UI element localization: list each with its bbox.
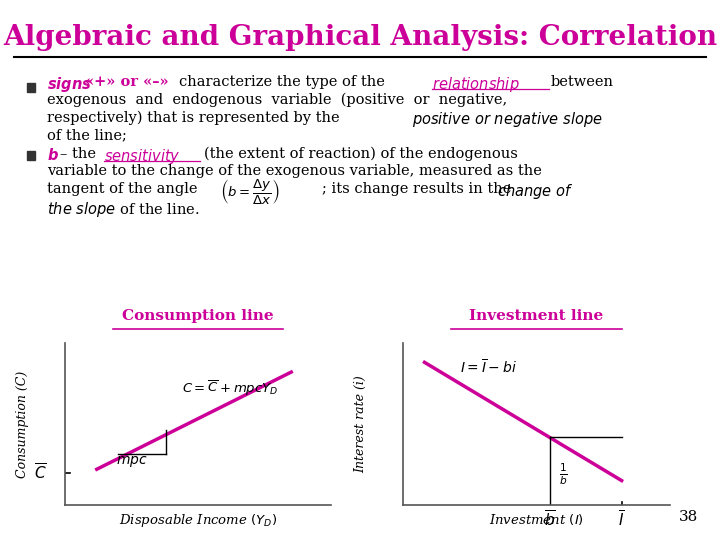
Text: – the: – the <box>60 147 96 161</box>
Text: $\overline{b}$: $\overline{b}$ <box>544 509 556 530</box>
Text: between: between <box>551 75 613 89</box>
Text: 38: 38 <box>679 510 698 524</box>
Text: $\it{positive\ or\ negative\ slope}$: $\it{positive\ or\ negative\ slope}$ <box>412 110 603 129</box>
Text: $mpc$: $mpc$ <box>115 454 148 469</box>
Text: ; its change results in the: ; its change results in the <box>322 182 511 196</box>
Text: «+» or «–»: «+» or «–» <box>85 75 168 89</box>
X-axis label: Investment $(I)$: Investment $(I)$ <box>489 512 584 527</box>
Text: characterize the type of the: characterize the type of the <box>179 75 384 89</box>
Bar <box>27 83 35 92</box>
Text: tangent of the angle: tangent of the angle <box>47 182 197 196</box>
Text: Algebraic and Graphical Analysis: Correlation: Algebraic and Graphical Analysis: Correl… <box>3 24 717 51</box>
Text: $\bfit{b}$: $\bfit{b}$ <box>47 147 59 163</box>
Text: $\it{the\ slope}$ of the line.: $\it{the\ slope}$ of the line. <box>47 200 199 219</box>
Text: $\left(b=\dfrac{\Delta y}{\Delta x}\right)$: $\left(b=\dfrac{\Delta y}{\Delta x}\righ… <box>220 178 279 207</box>
X-axis label: Disposable Income $(Y_D)$: Disposable Income $(Y_D)$ <box>119 512 277 529</box>
Text: of the line;: of the line; <box>47 128 127 142</box>
Text: (the extent of reaction) of the endogenous: (the extent of reaction) of the endogeno… <box>204 147 518 161</box>
Text: Investment line: Investment line <box>469 309 603 323</box>
Bar <box>27 151 35 160</box>
Text: respectively) that is represented by the: respectively) that is represented by the <box>47 110 339 125</box>
Text: $\frac{1}{b}$: $\frac{1}{b}$ <box>559 462 567 487</box>
Text: $C=\overline{C}+mpcY_D$: $C=\overline{C}+mpcY_D$ <box>181 379 278 398</box>
Text: variable to the change of the exogenous variable, measured as the: variable to the change of the exogenous … <box>47 164 541 178</box>
Text: $\overline{C}$: $\overline{C}$ <box>35 462 47 483</box>
Text: Consumption line: Consumption line <box>122 309 274 323</box>
Text: $\it{change\ of}$: $\it{change\ of}$ <box>497 182 573 201</box>
Text: $\overline{I}$: $\overline{I}$ <box>618 509 625 530</box>
Text: $\bfit{signs}$: $\bfit{signs}$ <box>47 75 91 93</box>
Text: Interest rate (i): Interest rate (i) <box>354 375 367 473</box>
Text: Consumption (C): Consumption (C) <box>16 370 29 477</box>
Text: $I=\overline{I}-bi$: $I=\overline{I}-bi$ <box>460 358 517 376</box>
Text: $\it{relationship}$: $\it{relationship}$ <box>432 75 520 93</box>
Text: $\it{sensitivity}$: $\it{sensitivity}$ <box>104 147 181 166</box>
Text: exogenous  and  endogenous  variable  (positive  or  negative,: exogenous and endogenous variable (posit… <box>47 93 507 107</box>
